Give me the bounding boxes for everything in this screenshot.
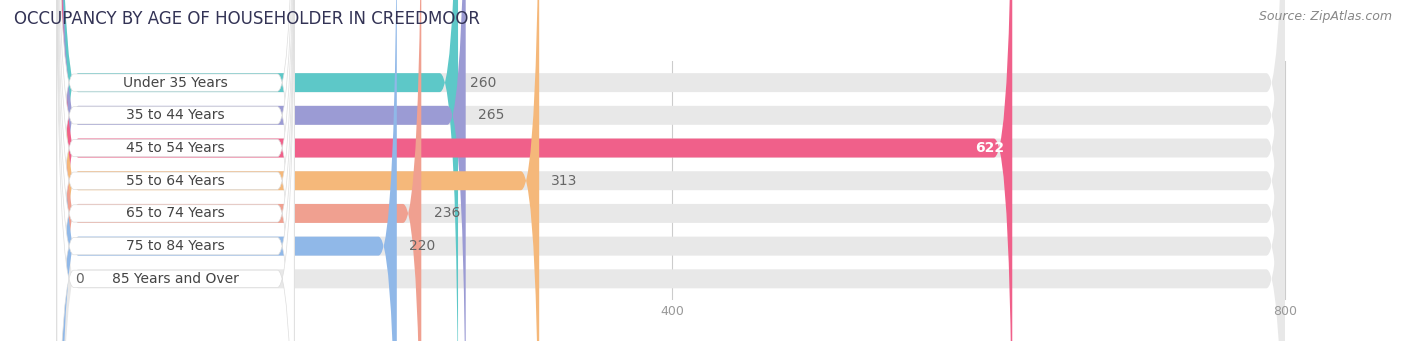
Text: 220: 220 <box>409 239 436 253</box>
FancyBboxPatch shape <box>56 0 294 341</box>
FancyBboxPatch shape <box>60 0 465 341</box>
Text: 35 to 44 Years: 35 to 44 Years <box>127 108 225 122</box>
FancyBboxPatch shape <box>60 0 1285 341</box>
FancyBboxPatch shape <box>60 0 458 341</box>
Text: Under 35 Years: Under 35 Years <box>124 76 228 90</box>
FancyBboxPatch shape <box>60 0 396 341</box>
Text: 260: 260 <box>470 76 496 90</box>
Text: 85 Years and Over: 85 Years and Over <box>112 272 239 286</box>
FancyBboxPatch shape <box>60 0 422 341</box>
FancyBboxPatch shape <box>56 0 294 341</box>
FancyBboxPatch shape <box>60 0 1012 341</box>
FancyBboxPatch shape <box>60 0 1285 341</box>
Text: 236: 236 <box>433 206 460 220</box>
FancyBboxPatch shape <box>56 0 294 341</box>
FancyBboxPatch shape <box>56 0 294 341</box>
FancyBboxPatch shape <box>56 0 294 341</box>
Text: 65 to 74 Years: 65 to 74 Years <box>127 206 225 220</box>
Text: 265: 265 <box>478 108 505 122</box>
FancyBboxPatch shape <box>60 0 1285 341</box>
FancyBboxPatch shape <box>60 0 1285 341</box>
Text: 0: 0 <box>76 272 84 286</box>
Text: OCCUPANCY BY AGE OF HOUSEHOLDER IN CREEDMOOR: OCCUPANCY BY AGE OF HOUSEHOLDER IN CREED… <box>14 10 479 28</box>
Text: 75 to 84 Years: 75 to 84 Years <box>127 239 225 253</box>
FancyBboxPatch shape <box>56 0 294 341</box>
Text: 55 to 64 Years: 55 to 64 Years <box>127 174 225 188</box>
FancyBboxPatch shape <box>60 0 1285 341</box>
FancyBboxPatch shape <box>56 0 294 341</box>
Text: Source: ZipAtlas.com: Source: ZipAtlas.com <box>1258 10 1392 23</box>
FancyBboxPatch shape <box>60 0 1285 341</box>
FancyBboxPatch shape <box>60 0 1285 341</box>
Text: 313: 313 <box>551 174 578 188</box>
FancyBboxPatch shape <box>60 0 538 341</box>
Text: 622: 622 <box>976 141 1005 155</box>
Text: 45 to 54 Years: 45 to 54 Years <box>127 141 225 155</box>
